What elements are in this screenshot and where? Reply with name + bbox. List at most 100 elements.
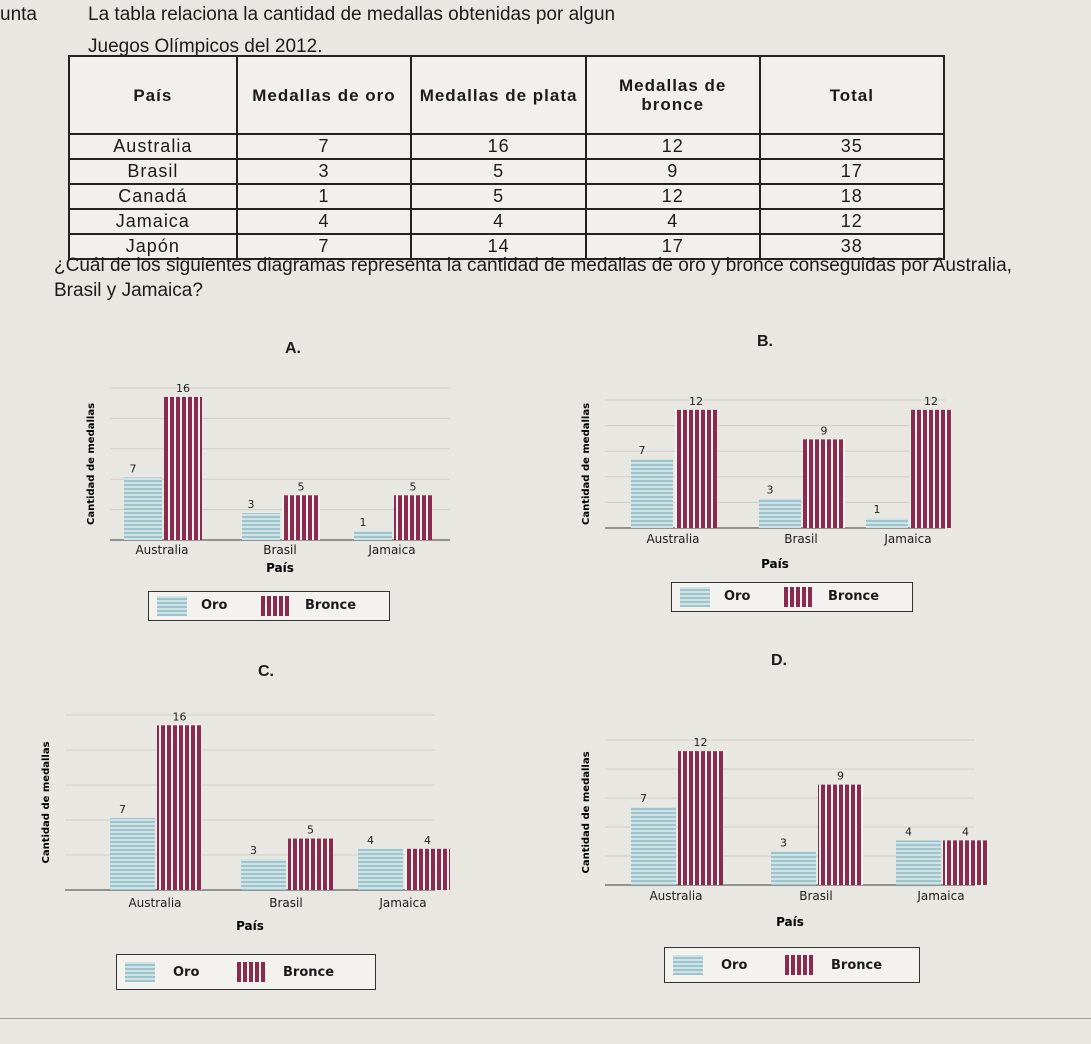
data-label: 7 [119,803,126,816]
bar-oro [124,477,162,540]
option-d-label[interactable]: D. [771,652,787,669]
legend-bronce-label: Bronce [831,958,883,973]
col-header-bronce: Medallas de bronce [584,55,761,135]
bar-oro [354,531,392,540]
bar-oro [110,817,155,890]
table-cell: 4 [584,208,761,235]
category-label: Jamaica [916,889,964,903]
legend-oro-label: Oro [173,965,200,980]
category-label: Jamaica [883,532,931,546]
medals-table: País Medallas de oro Medallas de plata M… [68,55,946,260]
table-cell: 12 [584,133,761,160]
bar-bronce [282,495,320,540]
col-header-oro: Medallas de oro [235,55,413,135]
data-label: 4 [905,825,912,838]
y-axis-label: Cantidad de medallas [41,741,52,863]
legend-oro-label: Oro [201,598,228,613]
data-label: 16 [173,710,187,723]
table-cell: 17 [758,158,946,185]
table-cell: 14 [410,233,587,260]
table-cell: Brasil [68,158,238,185]
option-a-label[interactable]: A. [285,340,301,357]
bar-bronce [164,396,202,540]
table-cell: 4 [410,208,587,235]
legend-option-d: Oro Bronce [664,947,920,983]
category-label: Brasil [799,889,832,903]
data-label: 12 [689,395,703,408]
category-label: Jamaica [378,896,426,910]
oro-swatch [680,587,710,607]
legend-bronce-label: Bronce [283,965,335,980]
data-label: 3 [248,498,255,511]
table-cell: 16 [410,133,587,160]
category-label: Australia [128,896,181,910]
data-label: 12 [924,395,938,408]
bar-oro [631,459,673,528]
data-label: 4 [424,834,431,847]
page-divider [0,1018,1091,1019]
bar-bronce [818,784,863,885]
option-b-label[interactable]: B. [757,333,773,350]
table-cell: Australia [68,133,238,160]
table-cell: Japón [68,233,238,260]
header-prefix: unta [0,4,37,25]
data-label: 7 [640,792,647,805]
oro-swatch [125,962,155,982]
chart-option-b[interactable]: Cantidad de medallas 7 12 Australia 3 9 Brasil… [575,380,955,580]
data-label: 4 [962,825,969,838]
bar-bronce [405,848,450,890]
category-label: Brasil [263,543,296,557]
x-axis-label: País [776,915,804,929]
y-axis-label: Cantidad de medallas [86,403,97,525]
table-cell: Canadá [68,183,238,210]
table-cell: 5 [410,183,587,210]
bar-bronce [803,439,845,528]
table-cell: 18 [758,183,946,210]
oro-swatch [157,596,187,616]
x-axis-label: País [761,557,789,571]
legend-option-c: Oro Bronce [116,954,376,990]
data-label: 1 [874,503,881,516]
x-axis-label: País [266,561,294,575]
bar-bronce [943,840,988,885]
table-row: Canadá 1 5 12 18 [68,183,946,210]
data-label: 9 [821,424,828,437]
table-cell: 9 [584,158,761,185]
table-row: Jamaica 4 4 4 12 [68,208,946,235]
table-cell: 5 [410,158,587,185]
table-cell: 7 [235,133,413,160]
legend-bronce-label: Bronce [305,598,357,613]
table-cell: 17 [584,233,761,260]
table-cell: Jamaica [68,208,238,235]
bar-oro [631,806,676,885]
table-cell: 12 [758,208,946,235]
table-row: Brasil 3 5 9 17 [68,158,946,185]
table-cell: 35 [758,133,946,160]
legend-oro-label: Oro [724,589,751,604]
col-header-pais: País [68,55,238,135]
chart-option-a[interactable]: Cantidad de medallas 7 16 Australia 3 5 Brasil… [80,380,460,580]
category-label: Brasil [269,896,302,910]
chart-option-c[interactable]: Cantidad de medallas 7 16 Australia 3 5 Brasil… [35,705,450,945]
legend-bronce-label: Bronce [828,589,880,604]
table-cell: 3 [235,158,413,185]
table-row: Australia 7 16 12 35 [68,133,946,160]
legend-option-a: Oro Bronce [148,591,390,621]
data-label: 12 [694,736,708,749]
legend-option-b: Oro Bronce [671,582,913,612]
chart-option-d[interactable]: Cantidad de medallas 7 12 Australia 3 9 Brasil… [575,700,988,945]
bar-bronce [675,409,717,528]
bar-bronce [910,409,952,528]
bar-oro [771,851,816,885]
option-c-label[interactable]: C. [258,663,274,680]
table-cell: 1 [235,183,413,210]
question-text: ¿Cuál de los siguientes diagramas repres… [54,255,1012,301]
category-label: Australia [646,532,699,546]
data-label: 16 [176,382,190,395]
table-subtitle: Juegos Olímpicos del 2012. [88,36,323,57]
data-label: 5 [298,480,305,493]
bar-oro [242,513,280,540]
category-label: Jamaica [367,543,415,557]
bar-oro [896,840,941,885]
bronce-swatch [785,955,815,975]
